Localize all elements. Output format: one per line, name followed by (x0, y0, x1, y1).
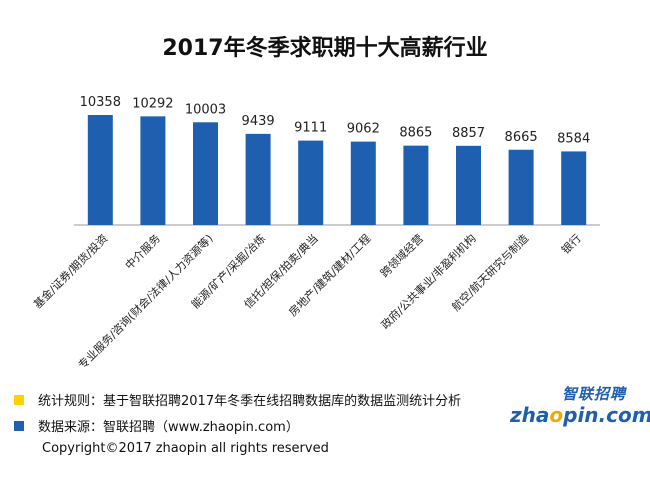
data-label: 9111 (294, 121, 327, 136)
bar (87, 115, 113, 225)
bar (350, 141, 376, 225)
bar-chart: 10358基金/证券/期货/投资10292中介服务10003专业服务/咨询(财会… (30, 95, 600, 372)
data-label: 10358 (80, 95, 121, 110)
data-label: 8665 (505, 130, 538, 145)
data-label: 8857 (452, 126, 485, 141)
yellow-square-icon (14, 395, 24, 405)
bar (193, 122, 218, 225)
copyright: Copyright©2017 zhaopin all rights reserv… (42, 441, 329, 456)
category-label: 银行 (558, 231, 583, 256)
bar (561, 151, 587, 225)
data-label: 8865 (399, 126, 432, 141)
note-source-text: 数据来源：智联招聘（www.zhaopin.com） (38, 420, 299, 435)
bar (508, 149, 534, 225)
bar (456, 145, 481, 225)
chart-title: 2017年冬季求职期十大高薪行业 (162, 36, 488, 61)
blue-square-icon (14, 421, 24, 431)
logo-cn-text: 智联招聘 (561, 385, 626, 403)
note-rule-text: 统计规则：基于智联招聘2017年冬季在线招聘数据库的数据监测统计分析 (38, 394, 462, 409)
category-label: 中介服务 (123, 232, 163, 272)
bar (245, 133, 271, 225)
bar (298, 140, 324, 225)
category-label: 跨领域经营 (377, 231, 426, 280)
bar (140, 116, 166, 225)
logo-en-text: zhaopin.com (510, 403, 650, 427)
data-label: 9062 (347, 122, 380, 137)
data-label: 8584 (557, 131, 590, 146)
category-label: 政府/公共事业/非盈利机构 (378, 231, 479, 332)
data-label: 9439 (242, 114, 275, 129)
zhaopin-logo: 智联招聘 zhaopin.com (510, 383, 650, 443)
bar (403, 145, 429, 225)
data-label: 10292 (132, 96, 173, 111)
data-label: 10003 (185, 102, 226, 117)
category-label: 基金/证券/期货/投资 (30, 231, 110, 311)
